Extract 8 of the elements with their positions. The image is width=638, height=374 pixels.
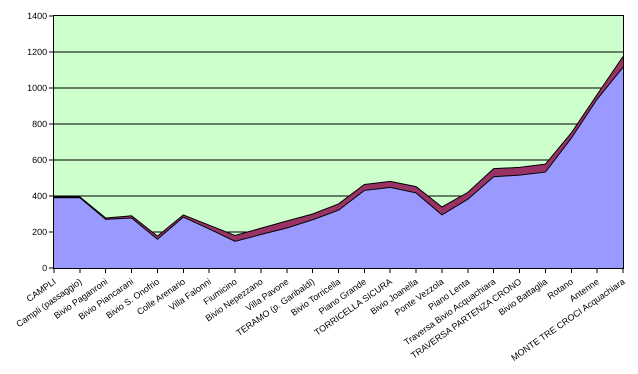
y-tick-label: 800 — [32, 119, 48, 130]
y-tick-label: 1200 — [27, 47, 48, 58]
y-tick-label: 600 — [32, 155, 48, 166]
y-tick-label: 400 — [32, 191, 48, 202]
y-tick-label: 200 — [32, 227, 48, 238]
y-tick-label: 0 — [42, 263, 48, 274]
y-tick-label: 1400 — [27, 11, 48, 22]
y-tick-label: 1000 — [27, 83, 48, 94]
